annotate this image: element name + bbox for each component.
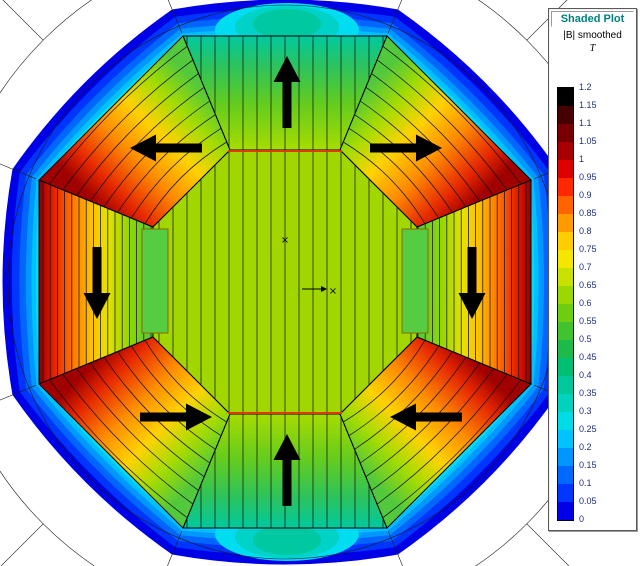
legend-color-band bbox=[558, 232, 573, 250]
upper-left-magnetization-arrow bbox=[130, 134, 202, 162]
legend-tick-label: 0.05 bbox=[579, 496, 597, 506]
legend-color-band bbox=[558, 340, 573, 358]
legend-tick-label: 0.35 bbox=[579, 388, 597, 398]
legend-color-band bbox=[558, 124, 573, 142]
legend-color-band bbox=[558, 358, 573, 376]
legend-title: Shaded Plot bbox=[551, 11, 634, 27]
legend-tick-label: 0.15 bbox=[579, 460, 597, 470]
lower-left-magnetization-arrow bbox=[140, 403, 212, 431]
lower-right-magnetization-arrow bbox=[390, 403, 462, 431]
legend-tick-label: 0 bbox=[579, 514, 585, 524]
legend-tick-label: 0.75 bbox=[579, 244, 597, 254]
legend-tick-label: 0.1 bbox=[579, 478, 592, 488]
legend-color-band bbox=[558, 502, 573, 520]
magnet-slot bbox=[141, 228, 169, 334]
origin-markers: ×× bbox=[281, 235, 337, 297]
axis-arrow-head bbox=[321, 286, 327, 292]
bottom-magnetization-arrow bbox=[273, 434, 301, 506]
legend-color-band bbox=[558, 142, 573, 160]
legend-colorbar bbox=[557, 87, 574, 521]
legend-color-band bbox=[558, 286, 573, 304]
legend-tick-label: 1.15 bbox=[579, 100, 597, 110]
legend-color-band bbox=[558, 196, 573, 214]
legend-tick-label: 0.6 bbox=[579, 298, 592, 308]
legend-tick-label: 0.5 bbox=[579, 334, 592, 344]
legend-tick-label: 1 bbox=[579, 154, 585, 164]
legend-tick-label: 1.1 bbox=[579, 118, 592, 128]
legend-tick-label: 1.05 bbox=[579, 136, 597, 146]
left-magnetization-arrow bbox=[83, 247, 111, 319]
legend-color-band bbox=[558, 304, 573, 322]
magnetization-arrows bbox=[83, 56, 486, 506]
x-marker: × bbox=[329, 286, 337, 297]
legend-tick-label: 0.55 bbox=[579, 316, 597, 326]
legend-color-band bbox=[558, 160, 573, 178]
legend-color-band bbox=[558, 178, 573, 196]
legend-color-band bbox=[558, 322, 573, 340]
legend-color-band bbox=[558, 412, 573, 430]
legend-tick-label: 1.2 bbox=[579, 82, 592, 92]
x-marker: × bbox=[281, 235, 289, 246]
legend-tick-label: 0.45 bbox=[579, 352, 597, 362]
legend-tick-label: 0.3 bbox=[579, 406, 592, 416]
legend-color-band bbox=[558, 268, 573, 286]
legend-color-band bbox=[558, 430, 573, 448]
legend-color-band bbox=[558, 394, 573, 412]
legend-subtitle: |B| smoothed bbox=[563, 30, 622, 41]
legend-color-band bbox=[558, 484, 573, 502]
legend-tick-label: 0.9 bbox=[579, 190, 592, 200]
legend-tick-label: 0.65 bbox=[579, 280, 597, 290]
legend-tick-label: 0.2 bbox=[579, 442, 592, 452]
legend-color-band bbox=[558, 448, 573, 466]
legend-color-band bbox=[558, 214, 573, 232]
legend-tick-label: 0.4 bbox=[579, 370, 592, 380]
legend-color-band bbox=[558, 250, 573, 268]
legend-panel: Shaded Plot |B| smoothed T 1.2 1.15 1.1 1.0… bbox=[548, 8, 637, 531]
legend-color-band bbox=[558, 376, 573, 394]
magnet-slot bbox=[401, 228, 429, 334]
legend-color-band bbox=[558, 88, 573, 106]
legend-units-label: T bbox=[589, 43, 596, 54]
legend-tick-label: 0.85 bbox=[579, 208, 597, 218]
legend-tick-label: 0.8 bbox=[579, 226, 592, 236]
top-magnetization-arrow bbox=[273, 56, 301, 128]
legend-color-band bbox=[558, 466, 573, 484]
legend-color-band bbox=[558, 106, 573, 124]
legend-tick-label: 0.95 bbox=[579, 172, 597, 182]
upper-right-magnetization-arrow bbox=[370, 134, 442, 162]
legend-tick-label: 0.25 bbox=[579, 424, 597, 434]
legend-tick-label: 0.7 bbox=[579, 262, 592, 272]
right-magnetization-arrow bbox=[458, 247, 486, 319]
